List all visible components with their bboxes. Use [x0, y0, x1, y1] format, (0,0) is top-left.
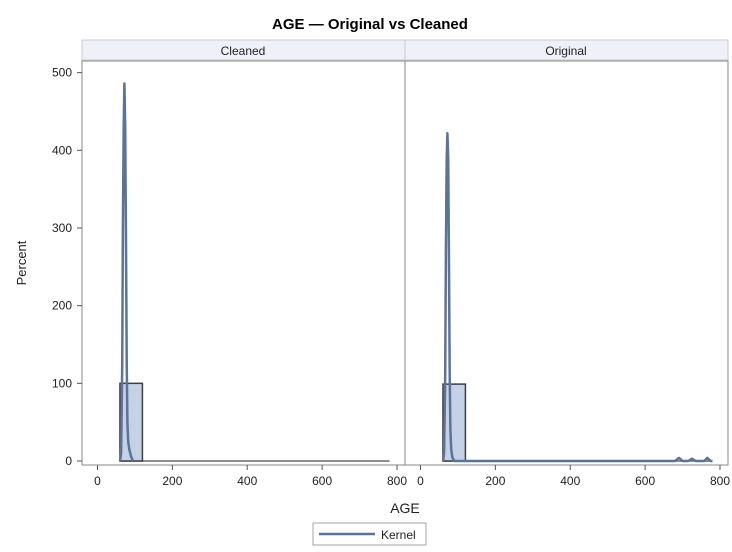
- y-tick-label-0: 0: [65, 454, 72, 468]
- x-tick-label-cleaned-800: 800: [387, 474, 407, 488]
- x-tick-label-cleaned-400: 400: [237, 474, 257, 488]
- y-tick-label-500: 500: [52, 66, 72, 80]
- panel-header-original: [404, 39, 729, 61]
- histogram-bar-original-0: [442, 383, 467, 462]
- histogram-bar-cleaned-0: [119, 382, 144, 462]
- x-tick-label-original-0: 0: [417, 474, 424, 488]
- marks-original: [441, 131, 713, 463]
- x-tick-label-original-400: 400: [560, 474, 580, 488]
- chart-title: AGE — Original vs Cleaned: [272, 16, 468, 33]
- x-tick-label-original-200: 200: [485, 474, 505, 488]
- panel-label-cleaned: Cleaned: [221, 44, 266, 58]
- x-tick-label-original-800: 800: [710, 474, 730, 488]
- marks-cleaned: [118, 82, 390, 462]
- y-tick-label-400: 400: [52, 143, 72, 157]
- x-tick-label-cleaned-200: 200: [162, 474, 182, 488]
- panel-cleaned: Cleaned: [81, 39, 406, 466]
- panel-original: Original: [404, 39, 729, 466]
- y-tick-label-100: 100: [52, 376, 72, 390]
- y-tick-label-200: 200: [52, 299, 72, 313]
- legend-label-kernel: Kernel: [381, 528, 416, 542]
- legend: Kernel: [312, 522, 427, 546]
- y-axis: 0 100 200 300 400 500: [52, 66, 82, 468]
- x-axis-cleaned: 0 200 400 600 800: [94, 465, 407, 488]
- x-axis-original: 0 200 400 600 800: [417, 465, 730, 488]
- y-tick-label-300: 300: [52, 221, 72, 235]
- kernel-line-original: [441, 131, 713, 463]
- x-axis-label: AGE: [390, 500, 420, 516]
- x-tick-label-original-600: 600: [635, 474, 655, 488]
- x-tick-label-cleaned-600: 600: [312, 474, 332, 488]
- panel-label-original: Original: [545, 44, 586, 58]
- x-tick-label-cleaned-0: 0: [94, 474, 101, 488]
- kernel-line-cleaned: [118, 82, 135, 462]
- y-axis-label: Percent: [14, 240, 29, 285]
